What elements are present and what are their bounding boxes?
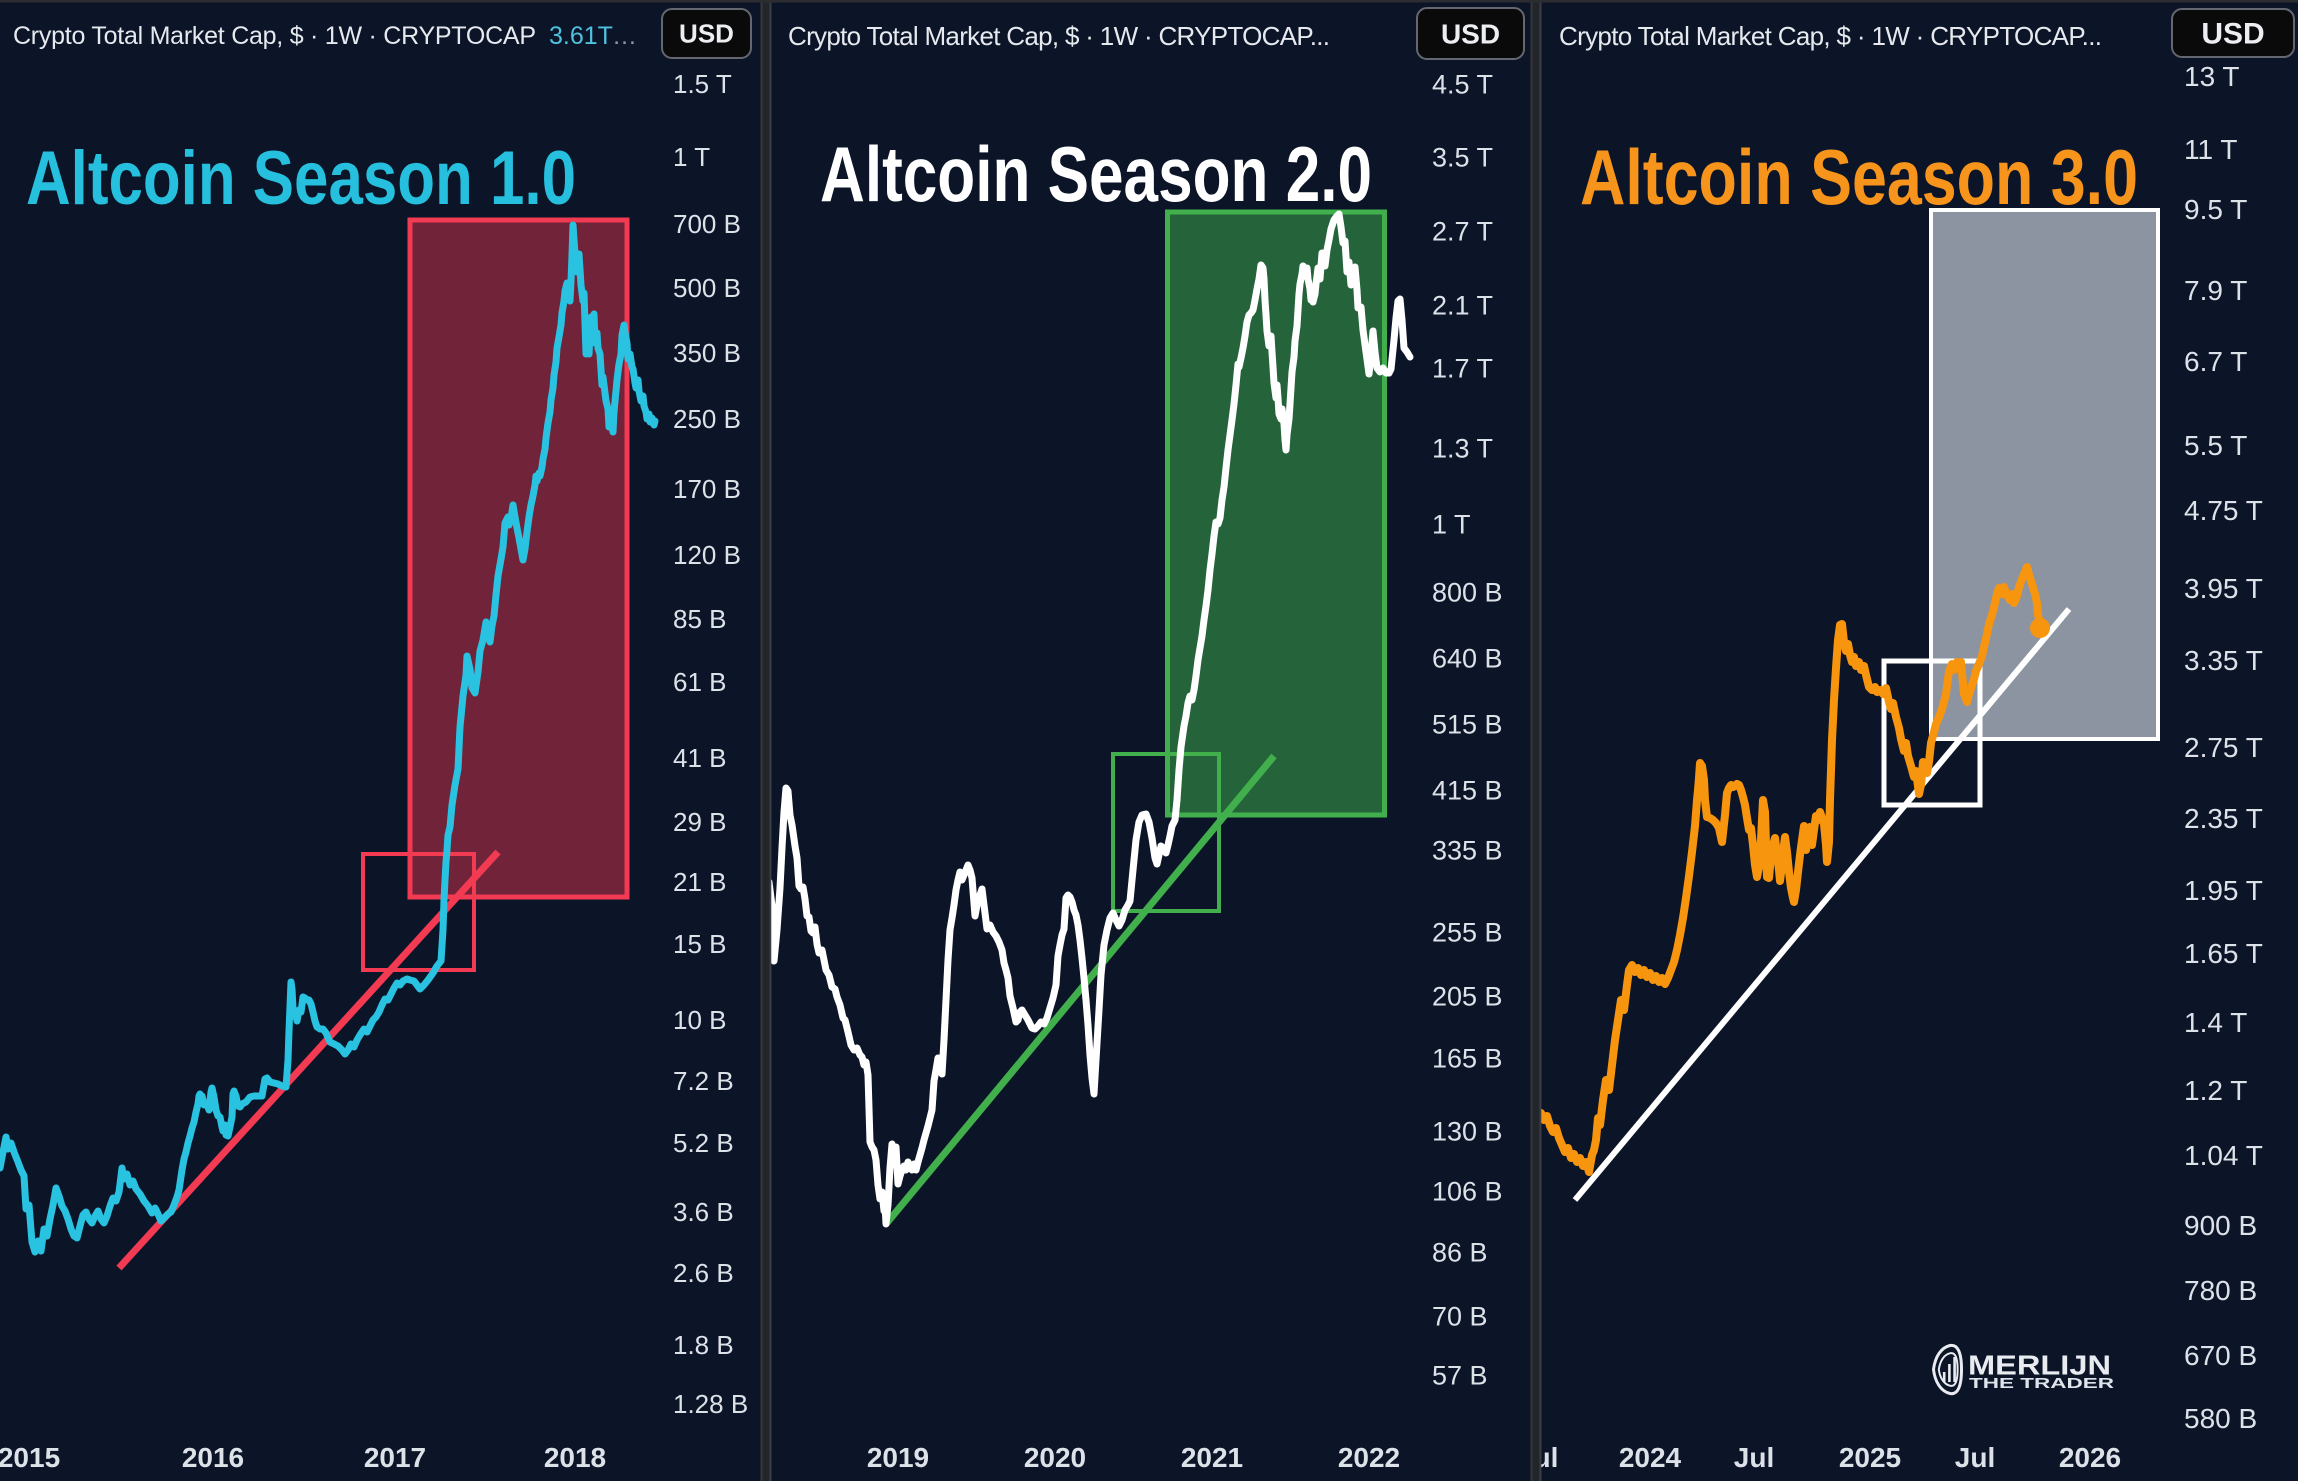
svg-text:2.6 B: 2.6 B — [673, 1258, 734, 1288]
svg-text:Altcoin Season 1.0: Altcoin Season 1.0 — [26, 136, 576, 221]
svg-text:350 B: 350 B — [673, 338, 741, 368]
svg-text:120 B: 120 B — [673, 540, 741, 570]
svg-text:3.95 T: 3.95 T — [2184, 573, 2263, 604]
svg-text:21 B: 21 B — [673, 867, 727, 897]
svg-text:Jul: Jul — [1955, 1442, 1995, 1473]
svg-text:2020: 2020 — [1024, 1442, 1086, 1473]
svg-text:2026: 2026 — [2059, 1442, 2121, 1473]
svg-text:2024: 2024 — [1619, 1442, 1682, 1473]
svg-text:USD: USD — [679, 19, 734, 49]
svg-text:70 B: 70 B — [1432, 1301, 1488, 1331]
svg-text:Altcoin Season 2.0: Altcoin Season 2.0 — [820, 130, 1372, 218]
svg-text:Crypto Total Market Cap, $ · 1: Crypto Total Market Cap, $ · 1W · CRYPTO… — [1559, 21, 2102, 51]
svg-text:1.4 T: 1.4 T — [2184, 1007, 2247, 1038]
svg-text:29 B: 29 B — [673, 807, 727, 837]
svg-text:7.2 B: 7.2 B — [673, 1066, 734, 1096]
svg-text:1.2 T: 1.2 T — [2184, 1075, 2247, 1106]
svg-text:Crypto Total Market Cap, $ · 1: Crypto Total Market Cap, $ · 1W · CRYPTO… — [13, 22, 536, 50]
svg-text:7.9 T: 7.9 T — [2184, 275, 2247, 306]
svg-text:3.6 B: 3.6 B — [673, 1197, 734, 1227]
svg-text:515 B: 515 B — [1432, 709, 1503, 739]
svg-text:Crypto Total Market Cap, $ · 1: Crypto Total Market Cap, $ · 1W · CRYPTO… — [788, 21, 1330, 51]
svg-text:1 T: 1 T — [1432, 509, 1471, 539]
svg-text:1.28 B: 1.28 B — [673, 1389, 748, 1419]
svg-text:9.5 T: 9.5 T — [2184, 194, 2247, 225]
svg-text:2015: 2015 — [0, 1442, 60, 1473]
svg-text:86 B: 86 B — [1432, 1237, 1488, 1267]
svg-text:3.35 T: 3.35 T — [2184, 645, 2263, 676]
svg-text:640 B: 640 B — [1432, 643, 1503, 673]
svg-text:6.7 T: 6.7 T — [2184, 346, 2247, 377]
svg-text:1 T: 1 T — [673, 142, 710, 172]
svg-text:2025: 2025 — [1839, 1442, 1901, 1473]
svg-text:700 B: 700 B — [673, 209, 741, 239]
svg-text:800 B: 800 B — [1432, 577, 1503, 607]
svg-text:13 T: 13 T — [2184, 61, 2240, 92]
svg-text:2021: 2021 — [1181, 1442, 1243, 1473]
svg-text:2019: 2019 — [867, 1442, 929, 1473]
svg-text:THE TRADER: THE TRADER — [1969, 1375, 2114, 1392]
svg-text:10 B: 10 B — [673, 1005, 727, 1035]
svg-text:780 B: 780 B — [2184, 1275, 2257, 1306]
svg-text:2.1 T: 2.1 T — [1432, 290, 1493, 320]
svg-text:…: … — [612, 22, 637, 50]
svg-text:5.2 B: 5.2 B — [673, 1128, 734, 1158]
svg-text:1.7 T: 1.7 T — [1432, 353, 1493, 383]
svg-text:2.75 T: 2.75 T — [2184, 732, 2263, 763]
svg-text:1.8 B: 1.8 B — [673, 1330, 734, 1360]
svg-text:2.7 T: 2.7 T — [1432, 216, 1493, 246]
svg-text:2.35 T: 2.35 T — [2184, 803, 2263, 834]
svg-text:1.95 T: 1.95 T — [2184, 875, 2263, 906]
svg-text:1.3 T: 1.3 T — [1432, 433, 1493, 463]
svg-text:2018: 2018 — [544, 1442, 606, 1473]
svg-text:MERLIJN: MERLIJN — [1968, 1350, 2111, 1381]
svg-text:4.5 T: 4.5 T — [1432, 69, 1493, 99]
svg-text:3.61T: 3.61T — [549, 22, 613, 50]
svg-text:11 T: 11 T — [2184, 134, 2237, 165]
svg-text:15 B: 15 B — [673, 929, 727, 959]
svg-text:61 B: 61 B — [673, 667, 727, 697]
svg-text:335 B: 335 B — [1432, 835, 1503, 865]
svg-text:415 B: 415 B — [1432, 775, 1503, 805]
svg-text:580 B: 580 B — [2184, 1403, 2257, 1434]
svg-text:165 B: 165 B — [1432, 1043, 1503, 1073]
svg-text:2022: 2022 — [1338, 1442, 1400, 1473]
svg-text:900 B: 900 B — [2184, 1210, 2257, 1241]
svg-text:1.04 T: 1.04 T — [2184, 1140, 2263, 1171]
svg-text:Jul: Jul — [1734, 1442, 1774, 1473]
svg-text:250 B: 250 B — [673, 404, 741, 434]
svg-text:57 B: 57 B — [1432, 1360, 1488, 1390]
svg-text:USD: USD — [1441, 18, 1500, 49]
svg-text:500 B: 500 B — [673, 273, 741, 303]
svg-text:3.5 T: 3.5 T — [1432, 142, 1493, 172]
svg-text:5.5 T: 5.5 T — [2184, 430, 2247, 461]
svg-text:130 B: 130 B — [1432, 1116, 1503, 1146]
svg-text:4.75 T: 4.75 T — [2184, 495, 2263, 526]
svg-text:255 B: 255 B — [1432, 917, 1503, 947]
svg-text:85 B: 85 B — [673, 604, 727, 634]
svg-text:670 B: 670 B — [2184, 1340, 2257, 1371]
svg-text:170 B: 170 B — [673, 474, 741, 504]
svg-text:205 B: 205 B — [1432, 981, 1503, 1011]
svg-text:2017: 2017 — [364, 1442, 426, 1473]
svg-text:106 B: 106 B — [1432, 1176, 1503, 1206]
svg-text:41 B: 41 B — [673, 743, 727, 773]
svg-text:2016: 2016 — [182, 1442, 244, 1473]
svg-text:1.65 T: 1.65 T — [2184, 938, 2263, 969]
svg-text:1.5 T: 1.5 T — [673, 69, 732, 99]
svg-text:Altcoin Season 3.0: Altcoin Season 3.0 — [1580, 133, 2138, 221]
svg-text:USD: USD — [2201, 18, 2264, 51]
